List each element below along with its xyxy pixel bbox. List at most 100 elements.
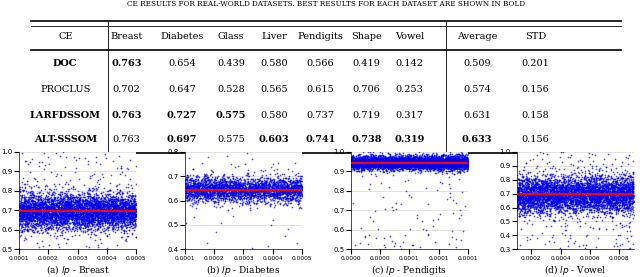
Point <box>385 157 396 162</box>
Point <box>209 181 220 186</box>
Point <box>452 152 463 156</box>
Point <box>22 211 33 216</box>
Point <box>54 209 65 213</box>
Point <box>294 191 305 196</box>
Point <box>275 187 285 191</box>
Point <box>513 186 524 190</box>
Point <box>79 222 89 227</box>
Point <box>531 196 541 200</box>
Point <box>22 204 32 209</box>
Point <box>380 160 390 165</box>
Point <box>108 211 118 215</box>
Point <box>89 205 99 209</box>
Point <box>417 166 428 170</box>
Point <box>433 156 444 161</box>
Point <box>220 187 230 191</box>
Point <box>430 158 440 163</box>
Point <box>127 214 137 218</box>
Point <box>613 191 623 195</box>
Point <box>102 212 112 217</box>
Point <box>278 191 288 195</box>
Point <box>61 225 71 230</box>
Point <box>368 161 378 166</box>
Point <box>258 186 268 190</box>
Point <box>88 210 99 215</box>
Point <box>17 222 28 227</box>
Point <box>86 201 96 206</box>
Point <box>283 167 293 171</box>
Point <box>210 191 220 196</box>
Point <box>261 182 271 187</box>
Point <box>194 193 204 198</box>
Point <box>414 160 424 165</box>
Point <box>538 151 548 155</box>
Point <box>56 218 67 223</box>
Point <box>216 198 227 202</box>
Point <box>109 194 119 199</box>
Point <box>415 154 425 159</box>
Point <box>353 153 364 158</box>
Point <box>561 185 572 189</box>
Point <box>579 200 589 204</box>
Point <box>207 183 217 187</box>
Point <box>106 207 116 212</box>
Point <box>445 161 455 166</box>
Point <box>79 199 89 203</box>
Point <box>520 199 530 203</box>
Point <box>454 164 465 168</box>
Point <box>601 176 611 181</box>
Point <box>371 162 381 166</box>
Point <box>573 159 584 163</box>
Point <box>92 217 102 221</box>
Point <box>611 185 621 189</box>
Point <box>620 186 630 191</box>
Point <box>404 160 414 165</box>
Point <box>450 158 460 163</box>
Point <box>387 160 397 165</box>
Point <box>129 219 140 223</box>
Point <box>46 212 56 216</box>
Point <box>577 208 587 212</box>
Point <box>524 191 534 195</box>
Point <box>275 173 285 177</box>
Point <box>446 160 456 164</box>
Point <box>453 162 463 166</box>
Point <box>591 190 602 195</box>
Point <box>615 186 625 190</box>
Point <box>401 163 411 168</box>
Point <box>72 209 82 213</box>
Point <box>102 226 113 230</box>
Point <box>282 184 292 189</box>
Point <box>520 180 531 184</box>
Point <box>448 163 458 168</box>
Point <box>70 214 81 219</box>
Point <box>15 222 26 227</box>
Point <box>211 187 221 192</box>
Point <box>287 190 297 194</box>
Point <box>577 169 587 174</box>
Point <box>603 196 613 201</box>
Point <box>26 189 36 193</box>
Point <box>408 161 419 165</box>
Point <box>218 192 228 196</box>
Point <box>410 164 420 168</box>
Point <box>432 155 442 160</box>
Point <box>369 159 379 164</box>
Point <box>614 189 625 193</box>
Point <box>127 190 137 195</box>
Point <box>113 214 123 218</box>
Point <box>623 190 633 194</box>
Point <box>205 178 216 182</box>
Point <box>429 165 440 170</box>
Point <box>77 208 88 212</box>
Point <box>522 191 532 195</box>
Point <box>247 186 257 190</box>
Point <box>530 190 540 195</box>
Point <box>525 195 535 199</box>
Point <box>556 183 566 187</box>
Point <box>369 161 379 166</box>
Point <box>385 234 395 238</box>
Point <box>193 174 204 179</box>
Point <box>534 196 544 200</box>
Point <box>408 162 419 167</box>
